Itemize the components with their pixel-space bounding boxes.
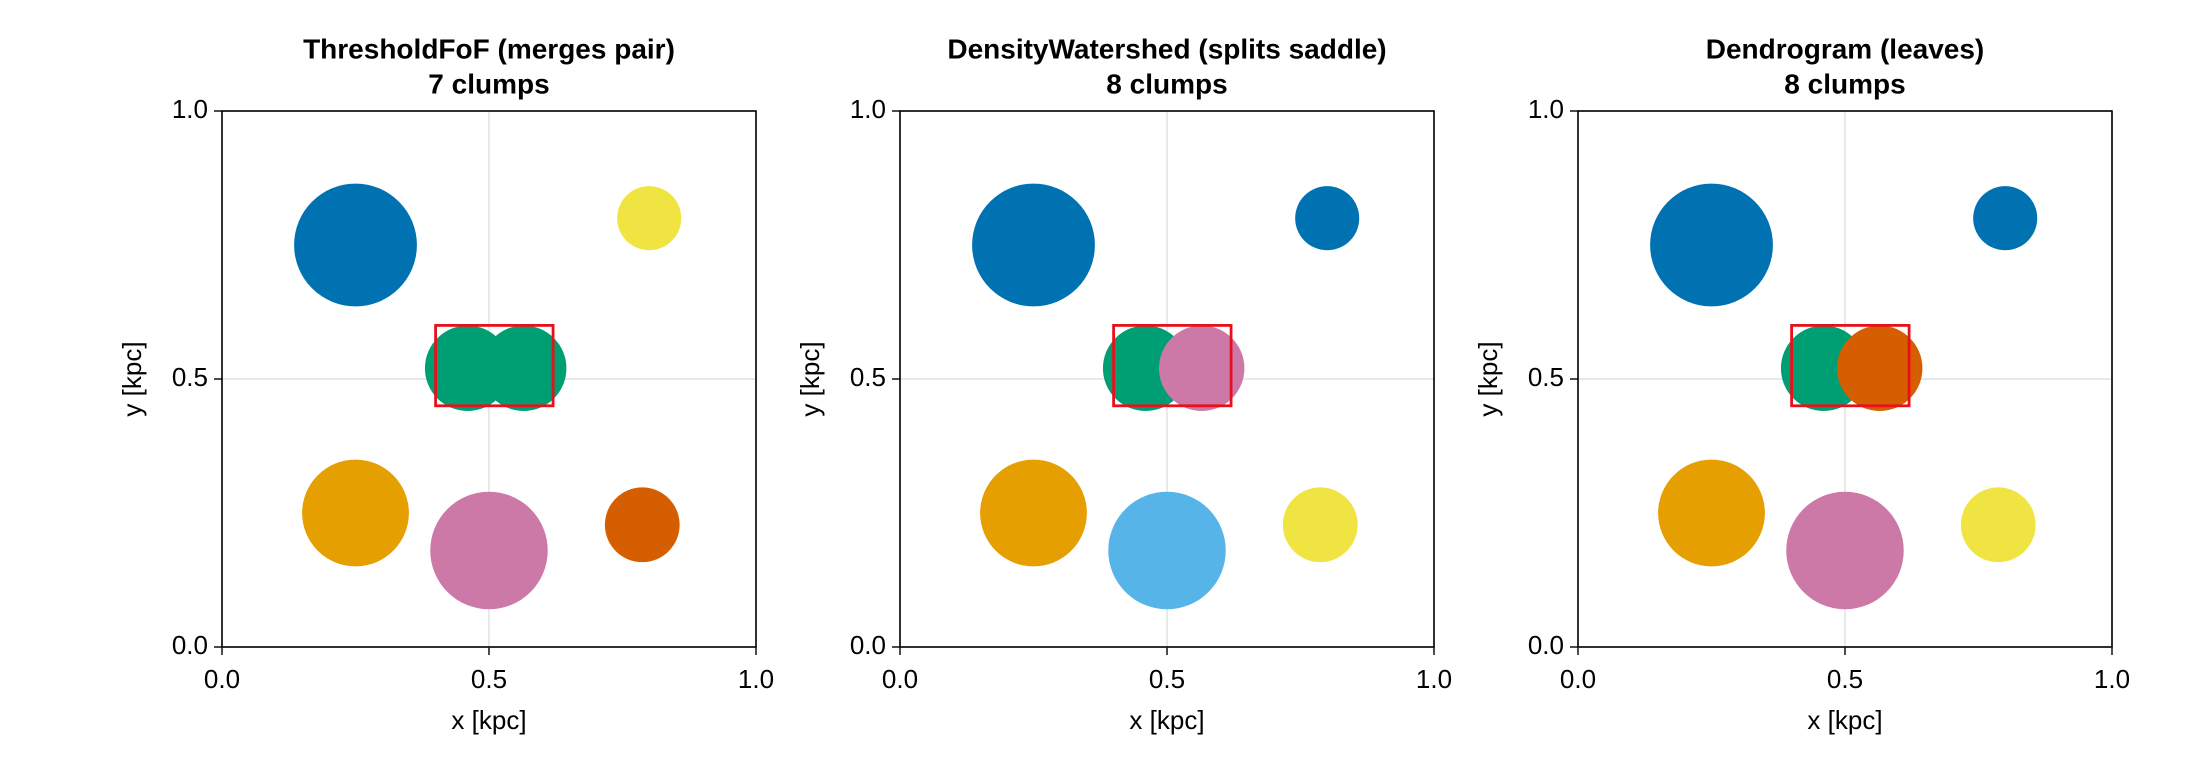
clump (980, 459, 1087, 567)
chart-title: DensityWatershed (splits saddle) (947, 33, 1386, 64)
x-tick-label: 0.0 (1560, 664, 1596, 694)
highlight-box (1790, 323, 1911, 408)
clump (1158, 325, 1245, 411)
chart-subtitle: 7 clumps (428, 68, 549, 99)
y-tick-label: 0.5 (172, 362, 208, 392)
chart-subtitle: 8 clumps (1784, 68, 1905, 99)
y-tick-label: 0.0 (172, 630, 208, 660)
plot-frame (1577, 110, 2113, 648)
panel: ThresholdFoF (merges pair) 7 clumps 0.0 0.5… (117, 33, 774, 734)
y-tick-label: 1.0 (1528, 94, 1564, 124)
x-tick-label: 0.0 (204, 664, 240, 694)
clump (972, 183, 1095, 307)
y-tick-label: 1.0 (850, 94, 886, 124)
x-tick-label: 1.0 (1416, 664, 1452, 694)
clump (430, 491, 548, 610)
y-axis-label: y [kpc] (795, 341, 825, 416)
panel: DensityWatershed (splits saddle) 8 clumps… (795, 33, 1452, 734)
x-tick-label: 0.0 (882, 664, 918, 694)
x-tick-label: 0.5 (1149, 664, 1185, 694)
clump (1650, 183, 1773, 307)
x-tick-label: 0.5 (1827, 664, 1863, 694)
x-tick-label: 1.0 (2094, 664, 2130, 694)
clump (294, 183, 417, 307)
clump (1295, 186, 1360, 251)
clump (1658, 459, 1765, 567)
y-tick-label: 0.5 (850, 362, 886, 392)
clump (480, 325, 567, 411)
chart-subtitle: 8 clumps (1106, 68, 1227, 99)
chart-title: Dendrogram (leaves) (1706, 33, 1985, 64)
y-tick-label: 0.0 (850, 630, 886, 660)
clump (617, 186, 682, 251)
clump (1836, 325, 1923, 411)
x-tick-label: 0.5 (471, 664, 507, 694)
clump (1973, 186, 2038, 251)
clump (1108, 491, 1226, 610)
highlight-box (434, 323, 555, 408)
clump (1282, 487, 1358, 563)
plot-frame (221, 110, 757, 648)
x-axis-label: x [kpc] (1807, 705, 1882, 735)
x-axis-label: x [kpc] (451, 705, 526, 735)
clump (1960, 487, 2036, 563)
chart-title: ThresholdFoF (merges pair) (303, 33, 675, 64)
panel: Dendrogram (leaves) 8 clumps 0.0 0.5 1.0 0.0 0… (1473, 33, 2130, 734)
clump (1786, 491, 1904, 610)
highlight-box (1112, 323, 1233, 408)
clump (302, 459, 409, 567)
x-axis-label: x [kpc] (1129, 705, 1204, 735)
y-tick-label: 1.0 (172, 94, 208, 124)
x-tick-label: 1.0 (738, 664, 774, 694)
y-tick-label: 0.0 (1528, 630, 1564, 660)
plot-frame (899, 110, 1435, 648)
y-axis-label: y [kpc] (117, 341, 147, 416)
y-axis-label: y [kpc] (1473, 341, 1503, 416)
clump (604, 487, 680, 563)
y-tick-label: 0.5 (1528, 362, 1564, 392)
